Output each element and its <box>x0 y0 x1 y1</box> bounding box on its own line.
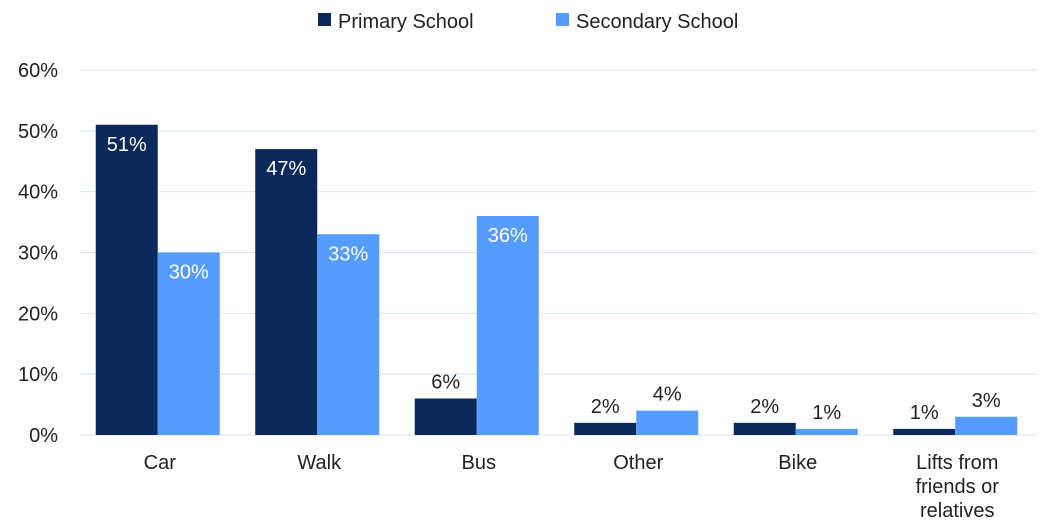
x-tick-label: Car <box>144 452 177 474</box>
data-label: 51% <box>107 134 147 156</box>
data-label: 1% <box>812 402 841 424</box>
y-axis: 0% 10% 20% 30% 40% 50% 60% <box>18 60 58 447</box>
bar-primary-school <box>255 149 318 436</box>
bar-primary-school <box>95 124 158 435</box>
x-tick-label: Bus <box>462 452 496 474</box>
bar-secondary-school <box>157 252 220 435</box>
x-tick-label: Walk <box>297 452 342 474</box>
data-label: 30% <box>169 262 209 284</box>
y-tick-label: 50% <box>18 121 58 143</box>
bar-secondary-school <box>476 216 539 435</box>
gridlines <box>80 69 1037 436</box>
bar-secondary-school <box>317 234 380 435</box>
legend-swatch <box>318 13 331 26</box>
data-label: 4% <box>653 384 682 406</box>
data-label: 1% <box>910 402 939 424</box>
x-tick-label: Bike <box>778 452 817 474</box>
data-label: 3% <box>972 390 1001 412</box>
legend-label: Secondary School <box>576 11 738 33</box>
bar-primary-school <box>574 422 637 435</box>
legend: Primary School Secondary School <box>318 11 738 33</box>
bar-secondary-school <box>636 410 699 435</box>
y-tick-label: 40% <box>18 182 58 204</box>
bars <box>95 124 1018 436</box>
y-tick-label: 20% <box>18 303 58 325</box>
bar-primary-school <box>893 428 956 435</box>
x-tick-label: Lifts from friends or relatives <box>916 452 1000 522</box>
legend-swatch <box>556 13 569 26</box>
data-label: 2% <box>750 396 779 418</box>
data-label: 36% <box>488 225 528 247</box>
bar-primary-school <box>733 422 796 435</box>
bar-secondary-school <box>955 416 1018 435</box>
data-label: 6% <box>431 372 460 394</box>
bar-secondary-school <box>795 428 858 435</box>
legend-label: Primary School <box>338 11 474 33</box>
data-labels: 51% 30% 47% 33% 6% 36% 2% 4% 2% 1% 1% 3% <box>107 134 1001 424</box>
y-tick-label: 30% <box>18 243 58 265</box>
y-tick-label: 10% <box>18 364 58 386</box>
data-label: 33% <box>328 243 368 265</box>
data-label: 2% <box>591 396 620 418</box>
x-axis: Car Walk Bus Other Bike Lifts from friends or r… <box>144 452 1000 522</box>
bar-primary-school <box>414 398 477 435</box>
x-tick-label: Other <box>613 452 663 474</box>
y-tick-label: 0% <box>29 425 58 447</box>
y-tick-label: 60% <box>18 60 58 82</box>
data-label: 47% <box>266 158 306 180</box>
